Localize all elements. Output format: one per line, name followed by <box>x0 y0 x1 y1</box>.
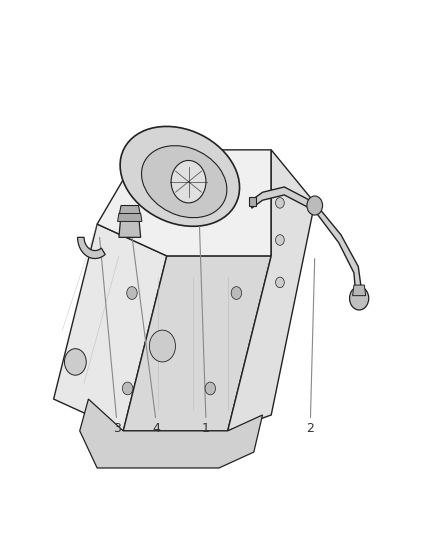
Polygon shape <box>250 197 256 206</box>
Circle shape <box>122 382 133 395</box>
Polygon shape <box>353 285 366 296</box>
Circle shape <box>205 382 215 395</box>
Polygon shape <box>252 187 363 298</box>
Text: 2: 2 <box>307 422 314 435</box>
Circle shape <box>149 330 176 362</box>
Text: 1: 1 <box>202 422 210 435</box>
Text: 3: 3 <box>113 422 120 435</box>
Circle shape <box>127 287 137 300</box>
Polygon shape <box>78 237 105 259</box>
Polygon shape <box>117 214 142 221</box>
Polygon shape <box>119 214 141 237</box>
Circle shape <box>171 160 206 203</box>
Polygon shape <box>80 399 262 468</box>
Text: 4: 4 <box>152 422 160 435</box>
Polygon shape <box>119 206 141 216</box>
Polygon shape <box>228 150 315 431</box>
Circle shape <box>276 277 284 288</box>
Circle shape <box>231 287 242 300</box>
Circle shape <box>276 198 284 208</box>
Circle shape <box>350 287 369 310</box>
Ellipse shape <box>120 126 240 227</box>
Polygon shape <box>53 224 167 431</box>
Polygon shape <box>123 256 271 431</box>
Circle shape <box>307 196 322 215</box>
Circle shape <box>276 235 284 245</box>
Ellipse shape <box>141 146 227 217</box>
Circle shape <box>64 349 86 375</box>
Polygon shape <box>97 150 271 256</box>
